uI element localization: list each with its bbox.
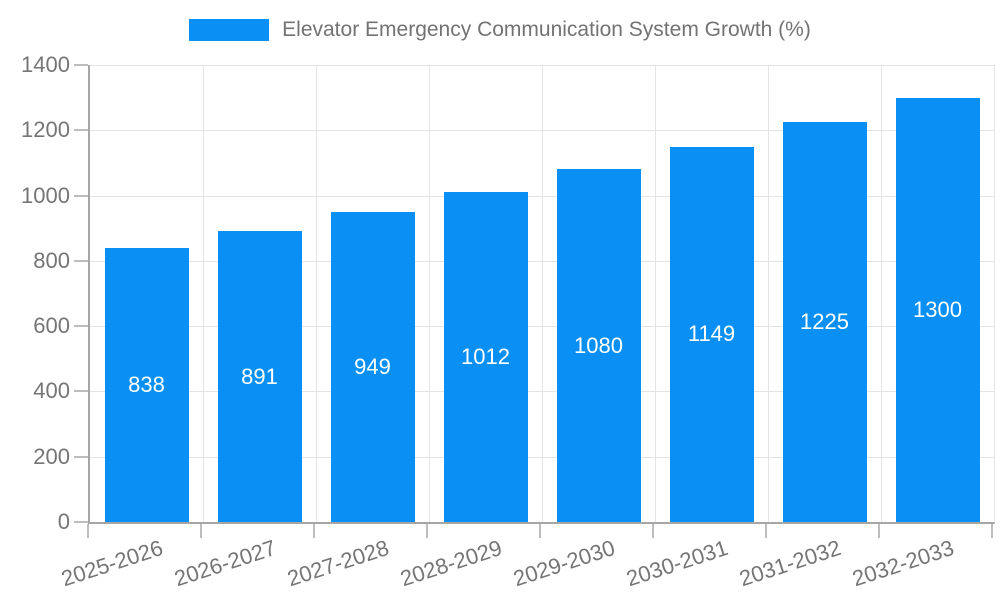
v-gridline [202,65,204,522]
y-tick-label: 1000 [21,182,70,208]
y-tick-label: 1400 [21,52,70,77]
plot-area: 838 891 949 1012 1080 1149 1225 1300 [88,65,995,524]
v-gridline [767,65,769,522]
v-gridline [315,65,317,522]
y-tick-mark [74,521,88,523]
x-tick-mark [87,524,89,538]
v-gridline [654,65,656,522]
x-tick-label: 2031-2032 [736,535,845,592]
bar: 1225 [782,122,867,522]
x-tick-label: 2025-2026 [58,535,167,592]
x-tick-mark [991,524,993,538]
x-tick-mark [765,524,767,538]
x-tick-label: 2028-2029 [397,535,506,592]
bar-value-label: 1300 [913,296,962,322]
y-tick-mark [74,129,88,132]
x-tick-mark [539,524,541,538]
legend-swatch [189,19,270,41]
y-tick-mark [74,390,88,393]
v-gridline [541,65,543,522]
x-tick-mark [878,524,880,538]
y-tick-mark [74,455,88,458]
bar: 1080 [556,169,641,522]
bar-value-label: 1149 [687,321,736,347]
bar: 1149 [669,146,754,522]
bar-value-label: 838 [128,372,165,398]
y-tick-label: 0 [57,509,70,534]
y-tick-mark [74,325,88,328]
chart-legend: Elevator Emergency Communication System … [0,18,1000,42]
x-tick-label: 2029-2030 [510,535,619,592]
bar: 949 [330,212,415,522]
y-tick-mark [74,194,88,197]
y-tick-label: 400 [33,378,70,404]
x-tick-mark [652,524,654,538]
bar: 1300 [895,97,980,522]
y-tick-label: 800 [33,247,70,273]
v-gridline [880,65,882,522]
v-gridline [428,65,430,522]
x-tick-mark [313,524,315,538]
x-tick-mark [426,524,428,538]
y-tick-label: 200 [33,443,70,469]
x-tick-label: 2026-2027 [171,535,280,592]
y-tick-mark [74,64,88,66]
y-tick-mark [74,259,88,262]
x-tick-label: 2027-2028 [284,535,393,592]
bar-value-label: 949 [354,354,391,380]
bar: 1012 [443,191,528,522]
bar: 838 [104,248,189,522]
bar-value-label: 1012 [461,343,510,369]
y-tick-label: 600 [33,313,70,339]
x-tick-label: 2032-2033 [849,535,958,592]
bar-value-label: 1080 [574,332,623,358]
y-tick-label: 1200 [21,117,70,143]
bar: 891 [217,231,302,522]
x-tick-label: 2030-2031 [623,535,732,592]
bar-value-label: 1225 [800,309,849,335]
bar-value-label: 891 [241,363,278,389]
legend-label: Elevator Emergency Communication System … [282,18,811,41]
x-tick-mark [200,524,202,538]
